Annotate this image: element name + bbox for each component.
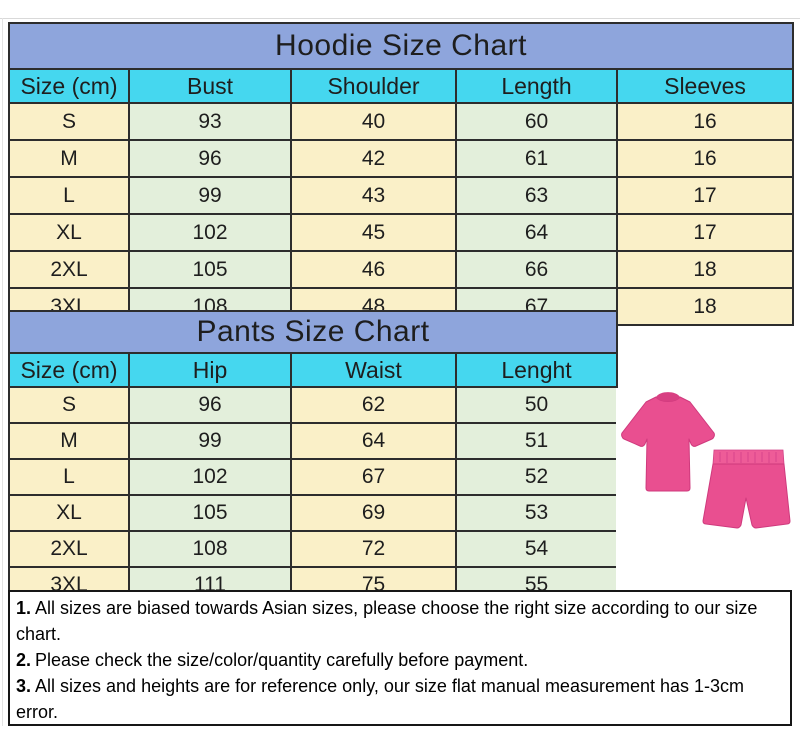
table-row: L 102 67 52 <box>8 458 619 496</box>
size-cell: M <box>8 139 130 178</box>
table-row: XL 105 69 53 <box>8 494 619 532</box>
value-cell: 66 <box>455 250 618 289</box>
hoodie-chart-title: Hoodie Size Chart <box>7 22 795 70</box>
top-hairline <box>0 18 800 19</box>
size-cell: XL <box>8 494 130 532</box>
note-number: 2. <box>16 650 32 670</box>
value-cell: 99 <box>128 422 292 460</box>
value-cell: 50 <box>454 386 619 424</box>
tshirt-image <box>621 392 715 492</box>
table-row: S 96 62 50 <box>8 386 619 424</box>
column-header-size: Size (cm) <box>8 352 130 388</box>
hoodie-size-table: Hoodie Size Chart Size (cm) Bust Shoulde… <box>7 22 795 326</box>
value-cell: 64 <box>290 422 457 460</box>
product-photo <box>616 388 792 590</box>
table-row: S 93 40 60 16 <box>8 102 795 141</box>
value-cell: 108 <box>128 530 292 568</box>
notes-box: 1. All sizes are biased towards Asian siz… <box>8 590 792 726</box>
note-number: 1. <box>16 598 32 618</box>
note-number: 3. <box>16 676 32 696</box>
value-cell: 46 <box>290 250 457 289</box>
value-cell: 40 <box>290 102 457 141</box>
value-cell: 42 <box>290 139 457 178</box>
value-cell: 99 <box>128 176 292 215</box>
size-cell: XL <box>8 213 130 252</box>
shorts-image <box>702 449 791 529</box>
pants-header-row: Size (cm) Hip Waist Lenght <box>8 352 619 388</box>
table-row: XL 102 45 64 17 <box>8 213 795 252</box>
size-cell: S <box>8 386 130 424</box>
value-cell: 53 <box>454 494 619 532</box>
table-row: M 99 64 51 <box>8 422 619 460</box>
size-cell: L <box>8 176 130 215</box>
table-row: 2XL 105 46 66 18 <box>8 250 795 289</box>
pants-chart-title: Pants Size Chart <box>7 310 619 354</box>
value-cell: 54 <box>454 530 619 568</box>
hoodie-header-row: Size (cm) Bust Shoulder Length Sleeves <box>8 68 795 104</box>
value-cell: 60 <box>455 102 618 141</box>
table-row: M 96 42 61 16 <box>8 139 795 178</box>
value-cell: 69 <box>290 494 457 532</box>
value-cell: 62 <box>290 386 457 424</box>
value-cell: 72 <box>290 530 457 568</box>
value-cell: 51 <box>454 422 619 460</box>
value-cell: 16 <box>615 102 795 141</box>
column-header-bust: Bust <box>128 68 292 104</box>
value-cell: 61 <box>455 139 618 178</box>
column-header-length: Lenght <box>454 352 619 388</box>
table-row: L 99 43 63 17 <box>8 176 795 215</box>
note-line-2: 2. Please check the size/color/quantity c… <box>16 647 784 673</box>
value-cell: 45 <box>290 213 457 252</box>
column-header-size: Size (cm) <box>8 68 130 104</box>
value-cell: 64 <box>455 213 618 252</box>
value-cell: 52 <box>454 458 619 496</box>
note-text: All sizes and heights are for reference … <box>16 676 745 722</box>
size-cell: 2XL <box>8 530 130 568</box>
value-cell: 105 <box>128 494 292 532</box>
value-cell: 96 <box>128 386 292 424</box>
value-cell: 63 <box>455 176 618 215</box>
value-cell: 96 <box>128 139 292 178</box>
size-cell: L <box>8 458 130 496</box>
value-cell: 102 <box>128 213 292 252</box>
note-line-3: 3. All sizes and heights are for referenc… <box>16 673 784 725</box>
value-cell: 43 <box>290 176 457 215</box>
value-cell: 18 <box>615 287 795 326</box>
value-cell: 18 <box>615 250 795 289</box>
value-cell: 105 <box>128 250 292 289</box>
column-header-shoulder: Shoulder <box>290 68 457 104</box>
note-line-1: 1. All sizes are biased towards Asian siz… <box>16 595 784 647</box>
size-cell: 2XL <box>8 250 130 289</box>
column-header-hip: Hip <box>128 352 292 388</box>
table-row: 2XL 108 72 54 <box>8 530 619 568</box>
value-cell: 17 <box>615 176 795 215</box>
note-text: All sizes are biased towards Asian sizes… <box>16 598 758 644</box>
value-cell: 17 <box>615 213 795 252</box>
value-cell: 16 <box>615 139 795 178</box>
value-cell: 102 <box>128 458 292 496</box>
column-header-length: Length <box>455 68 618 104</box>
column-header-waist: Waist <box>290 352 457 388</box>
value-cell: 67 <box>290 458 457 496</box>
pants-size-table: Pants Size Chart Size (cm) Hip Waist Len… <box>7 310 619 604</box>
clothing-set-image <box>621 392 791 529</box>
note-text: Please check the size/color/quantity car… <box>35 650 529 670</box>
size-cell: M <box>8 422 130 460</box>
left-hairline <box>2 18 3 726</box>
size-cell: S <box>8 102 130 141</box>
value-cell: 93 <box>128 102 292 141</box>
column-header-sleeves: Sleeves <box>615 68 795 104</box>
